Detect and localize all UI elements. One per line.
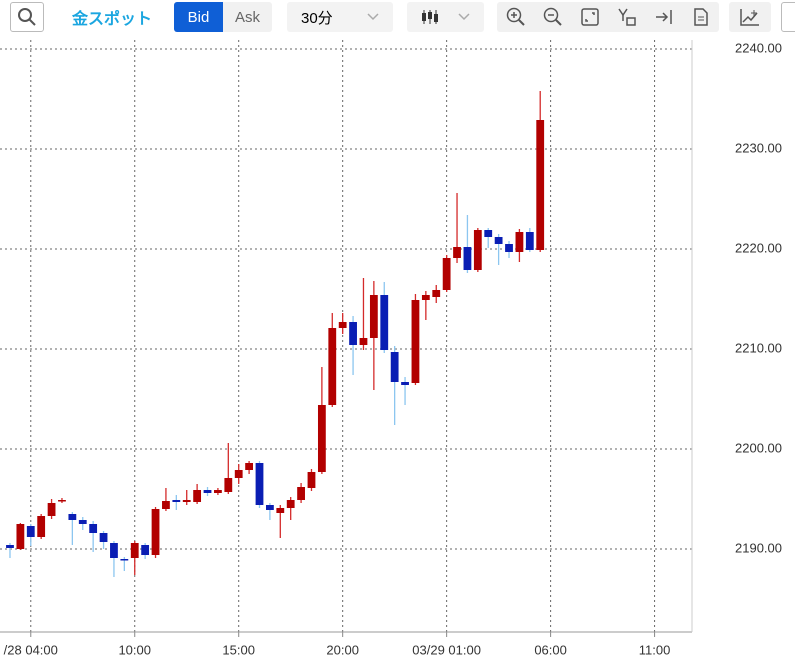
search-button[interactable] [10, 2, 44, 32]
candle-body [110, 543, 118, 558]
candle-body [276, 508, 285, 513]
candle-body [151, 509, 160, 555]
candle-icon [422, 10, 438, 24]
candle-body [68, 514, 77, 520]
candle-body [317, 405, 326, 472]
candle-body [369, 295, 378, 338]
candle-body [255, 463, 264, 505]
candle-body [349, 322, 357, 345]
more-button[interactable] [781, 2, 795, 32]
y-tick-label: 2210.00 [735, 340, 782, 355]
candle-body [401, 382, 409, 385]
interval: 30分 [301, 9, 333, 27]
candle-body [234, 470, 243, 478]
toolbar: 金スポット Bid Ask 30分 [0, 0, 795, 38]
candle-body [411, 300, 420, 383]
candle-body [99, 533, 108, 542]
x-tick-label: 11:00 [639, 642, 671, 657]
y-tick-label: 2230.00 [735, 140, 782, 155]
scroll-end[interactable] [654, 7, 674, 27]
candle-body [141, 545, 150, 555]
x-tick-label: 06:00 [534, 642, 567, 657]
candle-body [390, 352, 399, 382]
x-tick-label: 03/29 01:00 [412, 642, 481, 657]
chart-type-dropdown[interactable] [407, 2, 484, 32]
zoom-out[interactable] [543, 7, 563, 27]
x-tick-label: 10:00 [118, 642, 151, 657]
candle-body [515, 232, 524, 252]
candle-body [245, 463, 254, 470]
candle-body [421, 295, 430, 300]
candle-body [453, 247, 461, 258]
candle-body [16, 524, 25, 549]
candle-body [473, 230, 482, 270]
y-tick-label: 2240.00 [735, 40, 782, 55]
document[interactable] [691, 7, 711, 27]
candle-body [193, 490, 202, 502]
candle-body [58, 500, 66, 502]
candle-body [494, 237, 503, 244]
indicator-button[interactable] [729, 2, 771, 32]
candle-body [297, 487, 305, 500]
candle-body [338, 322, 347, 328]
instrument[interactable]: 金スポット [71, 11, 152, 28]
candle-body [214, 490, 222, 493]
candle-body [442, 258, 451, 290]
candle-body [463, 247, 472, 270]
candle-body [37, 516, 46, 537]
chevron [367, 13, 379, 21]
search-icon [18, 8, 36, 26]
candle-body [182, 500, 191, 502]
candle-body [484, 230, 493, 237]
candle-body [432, 290, 441, 297]
candle-body [89, 524, 98, 533]
candle-body [162, 501, 170, 509]
candle-body [78, 520, 87, 524]
candle-body [130, 543, 139, 558]
price-lock[interactable] [617, 7, 637, 27]
candle-body [6, 545, 14, 548]
candle-body [203, 490, 212, 493]
tool-group [497, 2, 719, 32]
candle-body [265, 505, 274, 510]
candle-body [525, 232, 534, 250]
y-tick-label: 2220.00 [735, 240, 782, 255]
candle-body [359, 338, 368, 345]
candle-body [380, 295, 389, 350]
x-tick-label: 20:00 [326, 642, 359, 657]
y-tick-label: 2200.00 [735, 440, 782, 455]
candle-body [536, 120, 545, 250]
candle-body [307, 472, 316, 488]
zoom-in[interactable] [506, 7, 526, 27]
x-tick-label: 15:00 [222, 642, 255, 657]
candle-body [47, 503, 56, 516]
candle-body [26, 526, 35, 537]
candle-body [224, 478, 233, 492]
candle-body [328, 328, 337, 405]
ask-button[interactable]: Ask [223, 2, 272, 32]
interval-dropdown[interactable]: 30分 [287, 2, 393, 32]
bid-button[interactable]: Bid [174, 2, 223, 32]
candle-body [120, 559, 129, 561]
fit[interactable] [580, 7, 600, 27]
y-tick-label: 2190.00 [735, 540, 782, 555]
chevron [458, 13, 470, 21]
candle-body [172, 500, 181, 502]
candle-body [505, 244, 513, 252]
candle-body [286, 500, 295, 508]
x-tick-label: /28 04:00 [4, 642, 58, 657]
indicator-icon [740, 9, 759, 26]
